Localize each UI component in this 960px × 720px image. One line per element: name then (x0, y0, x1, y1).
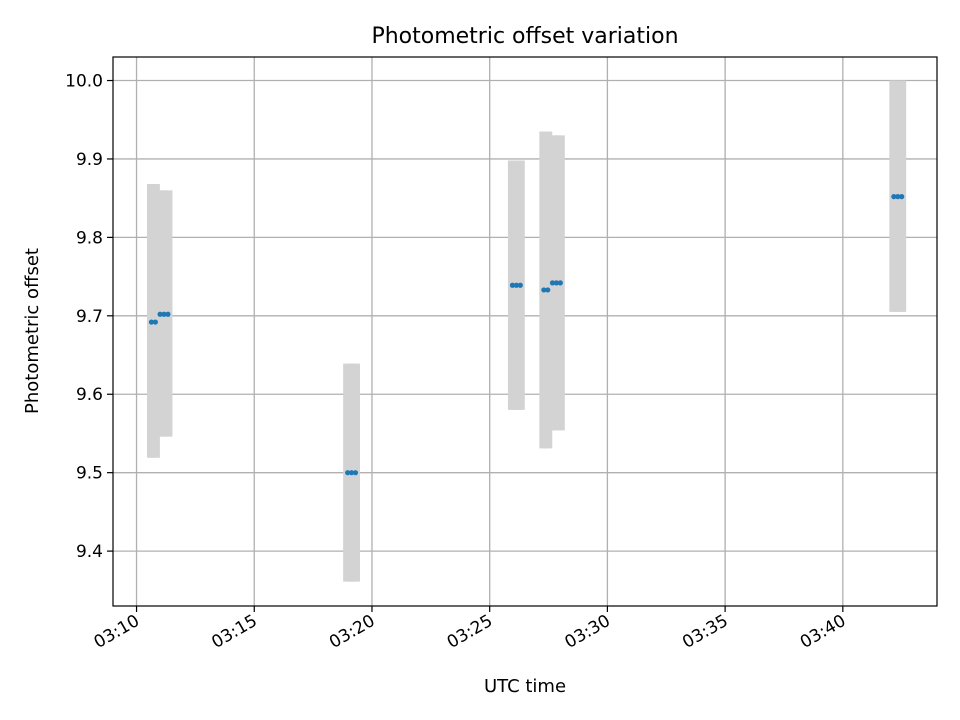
data-point (348, 470, 355, 476)
data-point (895, 194, 901, 200)
y-tick-label: 10.0 (65, 72, 103, 92)
data-point (509, 282, 516, 288)
data-point (161, 311, 167, 317)
data-point (545, 287, 551, 293)
y-tick-label: 9.4 (76, 542, 103, 562)
y-tick-label: 9.6 (76, 385, 103, 405)
data-point (517, 282, 523, 288)
plot-frame (112, 56, 938, 607)
data-point (148, 319, 155, 325)
data-point (165, 311, 171, 317)
y-axis-title: Photometric offset (22, 248, 43, 414)
x-axis-title: UTC time (484, 676, 566, 697)
data-point (541, 287, 547, 293)
data-point (891, 194, 897, 200)
data-point (157, 311, 163, 317)
y-tick-label: 9.8 (76, 228, 103, 248)
data-point (152, 319, 158, 325)
data-point (549, 280, 556, 286)
data-point (553, 280, 559, 286)
grid (113, 57, 937, 606)
y-tick-label: 9.5 (76, 464, 103, 484)
data-point (345, 470, 351, 476)
data-point (352, 470, 359, 476)
y-tick-label: 9.9 (76, 150, 103, 170)
y-tick-label: 9.7 (76, 307, 103, 327)
data-point (513, 282, 519, 288)
data-point (899, 194, 905, 200)
data-points (148, 194, 905, 476)
chart-title: Photometric offset variation (371, 24, 678, 49)
data-point (557, 280, 563, 286)
